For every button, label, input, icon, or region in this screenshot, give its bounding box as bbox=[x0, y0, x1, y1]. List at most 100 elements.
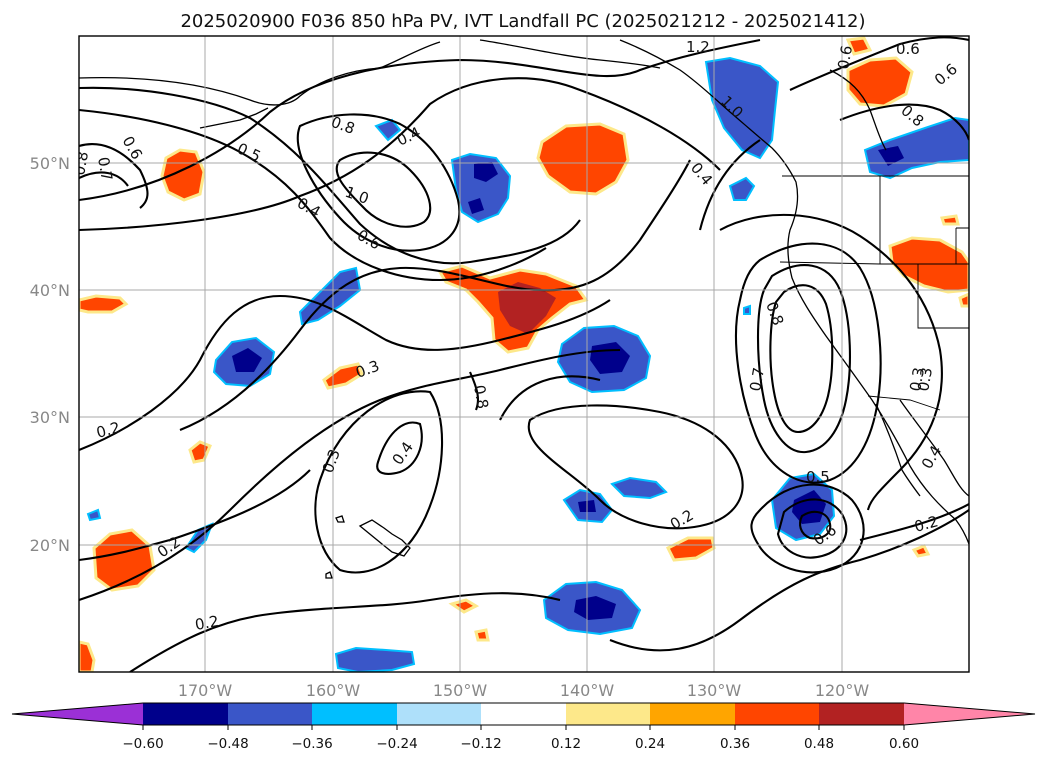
colorbar-swatch bbox=[481, 703, 566, 725]
pos-blob-canada-small bbox=[845, 36, 873, 56]
colorbar-extend-high bbox=[904, 703, 1035, 725]
lat-label-50n: 50°N bbox=[30, 154, 70, 173]
cb-tick-label: 0.60 bbox=[889, 736, 919, 752]
lat-label-40n: 40°N bbox=[30, 281, 70, 300]
cb-tick-label: 0.48 bbox=[804, 736, 834, 752]
cb-tick-label: −0.60 bbox=[122, 736, 163, 752]
contour-line bbox=[79, 77, 721, 232]
cb-tick-label: 0.24 bbox=[635, 736, 665, 752]
contour-line bbox=[469, 371, 480, 411]
coastline-canada-inland bbox=[829, 69, 887, 151]
colorbar-swatch bbox=[819, 703, 904, 725]
contour-line bbox=[296, 113, 461, 252]
neg-core-canada bbox=[878, 146, 904, 166]
positive-anomaly-blobs bbox=[79, 36, 969, 672]
cb-tick-label: −0.36 bbox=[291, 736, 332, 752]
contour-line bbox=[79, 469, 311, 562]
lon-label-120w: 120°W bbox=[815, 681, 870, 700]
neg-blob-tiny-b bbox=[743, 304, 751, 315]
contour-line bbox=[79, 38, 761, 202]
contour-line bbox=[129, 592, 561, 672]
contour-line bbox=[756, 264, 851, 454]
colorbar-swatch bbox=[397, 703, 481, 725]
pos-blob-aleutian bbox=[160, 148, 206, 202]
cb-tick-label: 0.36 bbox=[720, 736, 750, 752]
contour-line bbox=[376, 421, 423, 475]
longitude-labels: 170°W 160°W 150°W 140°W 130°W 120°W bbox=[178, 681, 870, 700]
colorbar-swatch bbox=[312, 703, 397, 725]
graticule bbox=[79, 36, 969, 672]
contour-label: 0.2 bbox=[912, 512, 940, 536]
coastline-north-america bbox=[619, 39, 969, 545]
colorbar-ticks bbox=[142, 725, 905, 730]
colorbar-swatch bbox=[143, 703, 228, 725]
cb-tick-label: −0.24 bbox=[376, 736, 417, 752]
contour-label: 0.3 bbox=[906, 366, 928, 393]
pos-blob-us-tiny bbox=[940, 214, 960, 226]
latitude-labels: 50°N 40°N 30°N 20°N bbox=[30, 154, 70, 555]
contour-line bbox=[698, 139, 761, 231]
pos-blob-sw-corner bbox=[79, 640, 96, 672]
lat-label-20n: 20°N bbox=[30, 536, 70, 555]
lon-label-130w: 130°W bbox=[687, 681, 742, 700]
lon-label-160w: 160°W bbox=[306, 681, 361, 700]
map-background bbox=[79, 36, 969, 672]
coastline-island-small-b bbox=[325, 571, 333, 579]
contour-label: 0.3 bbox=[914, 366, 936, 393]
map-panel: 1.2 0.6 0.8 1.0 0.4 0.5 0.4 1.0 0.6 0.8 … bbox=[70, 35, 970, 673]
contour-label: 0.7 bbox=[94, 156, 116, 183]
cb-tick-label: −0.12 bbox=[460, 736, 501, 752]
contour-line bbox=[734, 242, 882, 484]
contour-line bbox=[79, 143, 149, 209]
contour-line bbox=[527, 404, 744, 530]
colorbar-swatch bbox=[566, 703, 650, 725]
colorbar-tick-labels: −0.60 −0.48 −0.36 −0.24 −0.12 0.12 0.24 … bbox=[122, 736, 919, 752]
pos-blob-central-core bbox=[498, 282, 556, 334]
contour-label: 0.2 bbox=[194, 612, 221, 634]
colorbar-swatch bbox=[228, 703, 312, 725]
pos-blob-south-c bbox=[474, 628, 490, 642]
neg-blob-south-b bbox=[610, 476, 668, 500]
pos-blob-us-west bbox=[888, 236, 969, 294]
neg-blob-alaska-coast bbox=[704, 56, 780, 160]
border-us-mexico bbox=[867, 395, 941, 411]
neg-core-b bbox=[232, 348, 262, 372]
contour-line bbox=[335, 151, 432, 228]
neg-blob-alaska-small bbox=[728, 176, 756, 201]
border-state-c bbox=[955, 227, 969, 264]
contour-line bbox=[79, 348, 621, 601]
contour-line bbox=[789, 36, 969, 91]
cb-tick-label: −0.48 bbox=[207, 736, 248, 752]
contour-label: 1.2 bbox=[686, 38, 710, 56]
contour-label: 0.6 bbox=[896, 40, 920, 58]
contour-line bbox=[769, 284, 834, 434]
contour-line bbox=[776, 498, 848, 559]
contour-line bbox=[859, 503, 969, 542]
contour-label: 0.8 bbox=[70, 150, 92, 177]
contour-line bbox=[179, 159, 691, 431]
contour-line bbox=[79, 86, 581, 265]
lon-label-140w: 140°W bbox=[560, 681, 615, 700]
contour-line bbox=[314, 390, 444, 574]
border-state-b bbox=[917, 264, 969, 329]
coastline-alaska bbox=[79, 41, 441, 106]
pv-contours bbox=[79, 36, 969, 672]
neg-blob-tropics-b bbox=[334, 646, 416, 672]
coastline-hawaii bbox=[358, 519, 411, 557]
coastline-island-small-a bbox=[335, 515, 345, 523]
neg-core-gulf-b bbox=[468, 198, 484, 214]
contour-line bbox=[609, 509, 969, 652]
coastline-aleutians bbox=[199, 107, 269, 129]
lon-label-170w: 170°W bbox=[178, 681, 233, 700]
border-state-d bbox=[779, 261, 881, 265]
pos-blob-us-small bbox=[958, 292, 969, 308]
pos-blob-west-edge bbox=[79, 294, 129, 314]
negative-anomaly-blobs bbox=[86, 56, 969, 672]
contour-line bbox=[750, 483, 865, 574]
neg-core-gulf-a bbox=[474, 162, 498, 182]
map-frame bbox=[78, 35, 970, 673]
colorbar: −0.60 −0.48 −0.36 −0.24 −0.12 0.12 0.24 … bbox=[11, 702, 1036, 752]
contour-label: 0.2 bbox=[94, 418, 122, 442]
lat-label-30n: 30°N bbox=[30, 408, 70, 427]
